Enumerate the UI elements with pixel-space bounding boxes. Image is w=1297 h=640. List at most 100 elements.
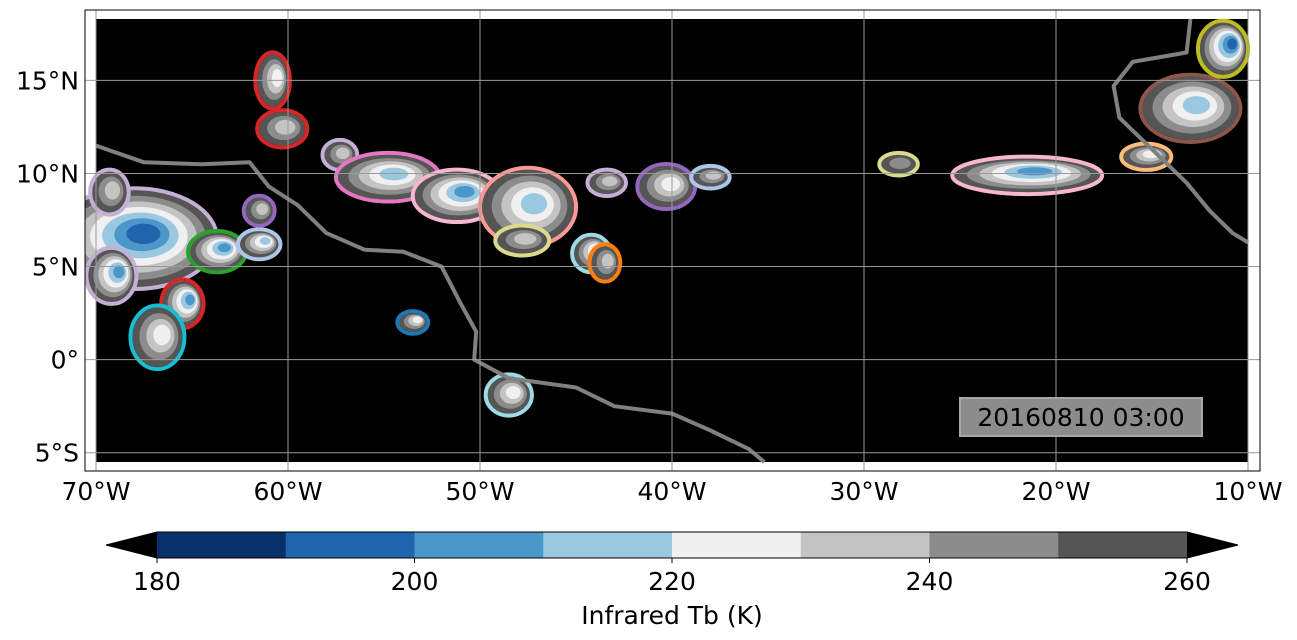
- cloud-system: [236, 227, 283, 262]
- colorbar-tick-label: 200: [391, 567, 439, 596]
- latitude-tick-labels: 15°N 10°N 5°N 0° 5°S: [16, 66, 79, 467]
- colorbar-over-extension: [1187, 532, 1238, 558]
- tb-contour: [1182, 96, 1211, 115]
- system-outline: [585, 167, 628, 198]
- tb-contour: [889, 157, 911, 170]
- colorbar-tick-label: 260: [1163, 567, 1211, 596]
- cloud-system: [241, 193, 277, 228]
- cloud-system: [85, 186, 220, 292]
- tb-contour: [259, 237, 271, 245]
- colorbar-label: Infrared Tb (K): [581, 601, 763, 630]
- tb-contour: [126, 223, 161, 245]
- lon-tick-label: 70°W: [61, 477, 130, 506]
- tb-contour: [185, 294, 195, 306]
- longitude-tick-labels: 70°W 60°W 50°W 40°W 30°W 20°W 10°W: [61, 477, 1282, 506]
- tb-contour: [602, 176, 618, 187]
- system-outline: [236, 227, 283, 262]
- cloud-system: [877, 150, 920, 178]
- cloud-system: [493, 223, 552, 258]
- cloud-system: [128, 303, 187, 372]
- colorbar-segment: [672, 532, 802, 558]
- tb-contour: [514, 233, 537, 245]
- cloud-system: [689, 163, 732, 191]
- tb-contour: [104, 181, 121, 200]
- cloud-system: [483, 372, 534, 418]
- colorbar-under-extension: [106, 532, 157, 558]
- colorbar-segments: [157, 532, 1188, 558]
- tb-contour: [113, 265, 125, 279]
- colorbar-tick-labels: 180 200 220 240 260: [133, 558, 1211, 596]
- tb-contour: [705, 171, 722, 180]
- cloud-system: [320, 137, 360, 172]
- system-outline: [483, 372, 534, 418]
- timestamp-box: 20160810 03:00: [959, 397, 1203, 437]
- system-outline: [689, 163, 732, 191]
- system-outline: [88, 167, 131, 217]
- lon-tick-label: 40°W: [637, 477, 706, 506]
- cloud-system: [410, 167, 504, 225]
- cloud-system: [255, 108, 310, 150]
- coastline: [95, 143, 766, 464]
- cloud-system: [635, 162, 698, 211]
- cloud-system: [950, 154, 1105, 197]
- timestamp-label: 20160810 03:00: [977, 403, 1184, 432]
- system-outline: [1138, 72, 1243, 144]
- tb-contour: [1017, 167, 1053, 176]
- lon-tick-label: 10°W: [1213, 477, 1282, 506]
- colorbar-tick-label: 240: [906, 567, 954, 596]
- tb-contour: [275, 119, 296, 135]
- cloud-system: [585, 167, 628, 198]
- lat-tick-label: 0°: [51, 346, 79, 375]
- system-outline: [587, 242, 623, 284]
- cloud-system: [186, 229, 248, 275]
- cloud-system: [1196, 18, 1251, 79]
- tb-contour: [256, 203, 269, 215]
- cloud-system: [477, 165, 579, 249]
- system-outline: [85, 245, 139, 306]
- lon-tick-label: 20°W: [1021, 477, 1090, 506]
- cloud-system: [395, 309, 431, 336]
- tb-contour: [1227, 38, 1237, 50]
- system-outline: [493, 223, 552, 258]
- tb-contour: [412, 316, 422, 324]
- colorbar-segment: [800, 532, 930, 558]
- tb-contour: [271, 68, 283, 88]
- lat-tick-label: 5°S: [35, 439, 79, 468]
- cloud-system: [1138, 72, 1243, 144]
- cloud-system: [88, 167, 131, 217]
- colorbar-tick-label: 180: [133, 567, 181, 596]
- lat-tick-label: 10°N: [16, 159, 79, 188]
- lat-tick-label: 5°N: [32, 253, 79, 282]
- cloud-system: [587, 242, 623, 284]
- colorbar: 180 200 220 240 260 Infrared Tb (K): [105, 531, 1239, 630]
- tb-contour: [336, 147, 350, 160]
- system-outline: [950, 154, 1105, 197]
- gridlines: [85, 10, 1260, 471]
- system-outline: [241, 193, 277, 228]
- system-outline: [877, 150, 920, 178]
- colorbar-tick-label: 220: [648, 567, 696, 596]
- map-panel: 20160810 03:00 70°W 60°W 50°W 40°W 30°W 20°W 1…: [16, 9, 1283, 506]
- lon-tick-label: 50°W: [445, 477, 514, 506]
- lon-tick-label: 30°W: [829, 477, 898, 506]
- timestamp-background: [959, 397, 1203, 437]
- colorbar-segment: [929, 532, 1059, 558]
- coastline-layer: [95, 18, 1250, 464]
- cloud-system: [1119, 141, 1174, 172]
- lon-tick-label: 60°W: [253, 477, 322, 506]
- tb-contour: [520, 193, 548, 215]
- tb-contour: [505, 386, 521, 400]
- tb-contour: [601, 253, 614, 269]
- system-outline: [255, 108, 310, 150]
- tb-contour: [379, 167, 409, 181]
- lat-tick-label: 15°N: [16, 66, 79, 95]
- coastline: [1111, 18, 1250, 245]
- cloud-system: [85, 245, 139, 306]
- colorbar-segment: [285, 532, 415, 558]
- tb-contour: [217, 243, 231, 253]
- tb-contour: [661, 176, 681, 192]
- tb-contour: [454, 185, 475, 198]
- colorbar-segment: [414, 532, 544, 558]
- system-outline: [128, 303, 187, 372]
